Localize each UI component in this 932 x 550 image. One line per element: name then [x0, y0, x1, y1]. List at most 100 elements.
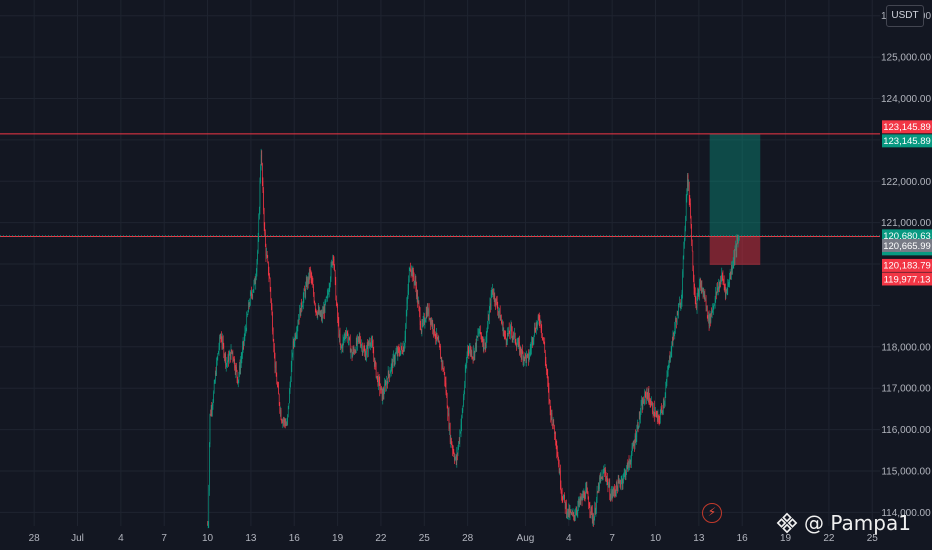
candle-body: [260, 154, 262, 167]
candle-body: [316, 311, 317, 314]
candle-body: [212, 406, 213, 411]
candle-body: [276, 376, 278, 385]
candle-body: [643, 400, 644, 404]
candle-body: [694, 293, 696, 301]
candle-body: [396, 350, 397, 353]
candle-body: [325, 297, 327, 301]
candle-body: [222, 339, 223, 345]
candle-body: [719, 284, 720, 288]
candle-body: [468, 346, 469, 351]
candle-body: [331, 262, 332, 266]
candle-body: [642, 400, 644, 410]
candle-body: [634, 444, 635, 446]
currency-badge[interactable]: USDT: [886, 5, 924, 27]
candle-body: [548, 387, 550, 400]
candle-body: [348, 337, 350, 340]
candle-body: [301, 306, 303, 309]
candle-body: [648, 391, 649, 400]
candle-body: [675, 320, 676, 328]
candle-body: [236, 367, 237, 371]
candle-body: [369, 343, 370, 345]
candle-body: [725, 287, 726, 295]
candle-body: [413, 277, 415, 283]
horizontal-lines[interactable]: [0, 133, 880, 237]
candle-body: [287, 406, 289, 415]
candle-body: [495, 301, 496, 305]
candle-body: [508, 328, 510, 334]
candle-body: [401, 346, 402, 349]
candle-body: [679, 302, 681, 308]
candle-body: [672, 332, 674, 345]
candle-body: [638, 413, 640, 427]
candle-body: [271, 306, 273, 315]
candle-body: [588, 499, 589, 506]
candle-body: [315, 309, 317, 312]
candle-body: [378, 377, 379, 386]
candle-body: [604, 471, 605, 472]
candle-body: [210, 408, 212, 416]
candle-body: [395, 353, 396, 360]
candle-body: [507, 333, 508, 342]
candle-body: [714, 304, 715, 306]
candle-body: [230, 352, 231, 360]
bolt-icon[interactable]: ⚡: [702, 503, 722, 523]
candle-body: [498, 311, 499, 313]
candle-body: [415, 280, 417, 287]
candle-body: [627, 463, 629, 471]
candle-body: [265, 231, 266, 247]
candle-body: [511, 332, 513, 337]
candle-body: [525, 355, 527, 362]
candle-body: [446, 395, 448, 409]
candle-body: [605, 469, 606, 476]
candle-body: [234, 367, 236, 372]
candle-body: [499, 309, 501, 321]
candle-body: [336, 299, 337, 304]
candle-body: [228, 355, 230, 363]
long-position-tool[interactable]: [709, 133, 761, 265]
candle-body: [289, 390, 290, 404]
candle-body: [728, 284, 730, 286]
candle-body: [480, 326, 481, 333]
candle-body: [221, 341, 223, 345]
candle-body: [570, 511, 571, 513]
candle-body: [712, 309, 713, 311]
candle-body: [460, 432, 461, 434]
candle-body: [267, 257, 269, 262]
candle-body: [511, 326, 512, 333]
candle-body: [572, 512, 574, 514]
candle-body: [489, 303, 491, 310]
candle-body: [672, 342, 673, 345]
candle-body: [729, 277, 730, 285]
candle-body: [402, 352, 403, 354]
candle-body: [623, 472, 625, 475]
candle-body: [572, 512, 573, 514]
candle-body: [619, 481, 620, 482]
candle-body: [456, 453, 458, 463]
candle-body: [454, 457, 456, 460]
candle-body: [235, 367, 237, 372]
candle-body: [253, 282, 255, 290]
candle-body: [658, 417, 660, 420]
candle-body: [469, 349, 470, 353]
candle-body: [289, 384, 291, 391]
candle-body: [510, 326, 511, 335]
candle-body: [496, 298, 497, 302]
candle-body: [621, 479, 623, 482]
candle-body: [565, 503, 567, 509]
candle-body: [317, 312, 318, 316]
candle-body: [539, 318, 540, 322]
candle-body: [552, 423, 553, 425]
candle-body: [348, 339, 349, 341]
candle-body: [284, 422, 286, 426]
candle-body: [518, 341, 520, 342]
candle-body: [655, 413, 656, 416]
candle-body: [297, 324, 299, 328]
time-axis-ticks: 28 Jul 4 7 10 13 16 19 22 25 28 Aug 4 7 10 13 16 19 22 25: [29, 533, 879, 544]
candle-body: [455, 457, 457, 463]
candle-body: [610, 496, 611, 500]
candle-body: [699, 284, 700, 297]
candle-body: [501, 322, 503, 326]
candle-body: [265, 246, 267, 256]
candle-body: [365, 352, 366, 360]
